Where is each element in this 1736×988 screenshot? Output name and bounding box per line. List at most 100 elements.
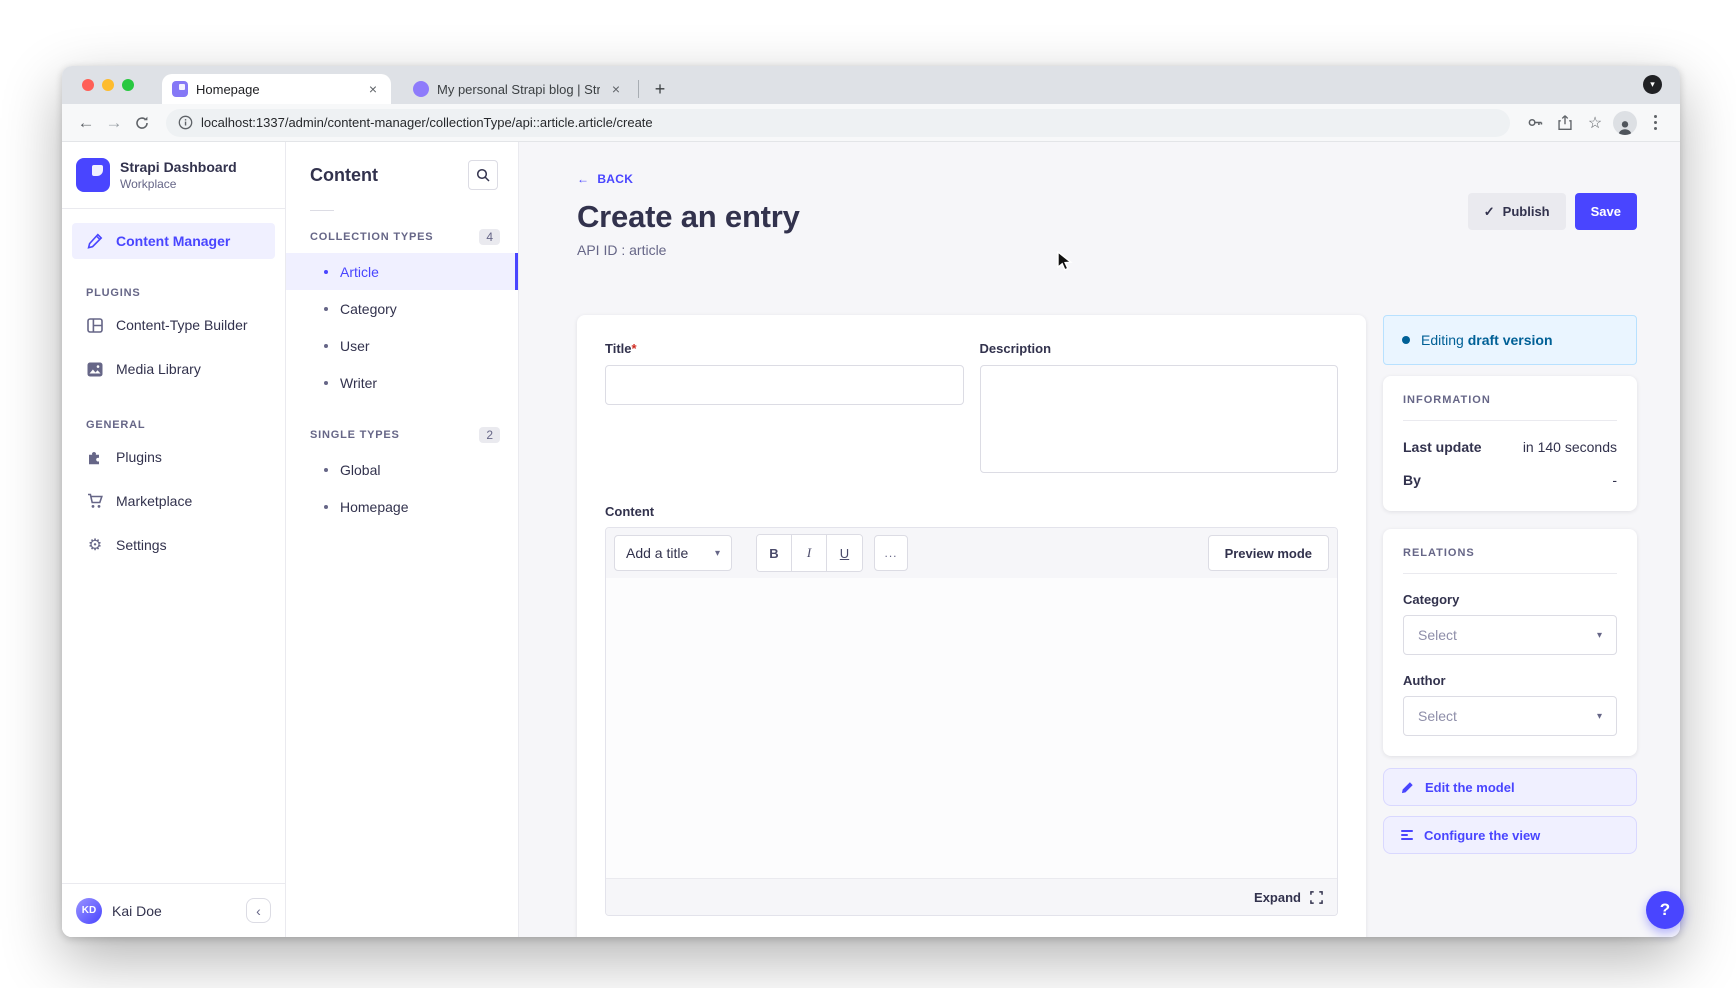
bullet-icon [324,380,328,385]
share-icon[interactable] [1550,109,1580,137]
last-update-value: in 140 seconds [1522,439,1617,455]
required-asterisk: * [631,341,637,356]
tab-close-icon[interactable]: × [611,81,621,97]
collapse-sidebar-button[interactable]: ‹ [246,898,271,923]
subnav-item-user[interactable]: User [286,327,518,364]
configure-view-button[interactable]: Configure the view [1383,816,1637,854]
tab-close-icon[interactable]: × [368,81,378,97]
subnav-item-global[interactable]: Global [286,451,518,488]
tab-strip: Homepage × My personal Strapi blog | Str… [62,66,1680,104]
pen-icon [86,233,104,249]
content-subnav: Content COLLECTION TYPES 4 Article Categ… [286,142,519,937]
sidebar-item-plugins[interactable]: Plugins [62,435,285,479]
user-avatar[interactable]: KD [76,897,102,924]
italic-button[interactable]: I [792,535,827,571]
preview-mode-button[interactable]: Preview mode [1207,535,1329,571]
layout-icon [86,317,104,333]
strapi-logo-icon [76,158,110,192]
new-tab-button[interactable]: + [654,78,666,99]
bullet-icon [324,504,328,509]
more-formatting-button[interactable]: ... [874,535,908,571]
draft-dot-icon [1402,336,1410,344]
back-button[interactable]: ← [77,112,95,132]
collection-types-label: COLLECTION TYPES [310,231,434,243]
help-button[interactable]: ? [1646,891,1684,929]
description-textarea[interactable] [979,365,1338,473]
sidebar-item-marketplace[interactable]: Marketplace [62,479,285,523]
minimize-window-button[interactable] [102,79,114,91]
title-input[interactable] [605,365,964,405]
bookmark-star-icon[interactable]: ☆ [1587,114,1603,132]
main-content: ← BACK Create an entry ✓ Publish Save AP… [519,142,1680,937]
editor-textarea[interactable] [606,578,1337,878]
toolbar-icons: ☆ [1520,109,1670,137]
pencil-icon [1401,781,1413,793]
browser-menu-icon[interactable] [1640,109,1670,137]
by-row: By - [1403,472,1617,488]
expand-icon[interactable] [1310,890,1323,904]
draft-version-banner: Editing draft version [1383,315,1637,365]
strapi-favicon-icon [172,81,188,97]
address-bar[interactable]: localhost:1337/admin/content-manager/col… [166,108,1510,137]
by-value: - [1612,472,1617,488]
entry-form-card: Title* Description Content Add a title [577,315,1366,937]
subnav-item-article[interactable]: Article [286,253,518,290]
last-update-row: Last update in 140 seconds [1403,439,1617,455]
subnav-item-label: Writer [340,374,378,391]
tab-search-button[interactable]: ▾ [1643,75,1662,94]
edit-model-button[interactable]: Edit the model [1383,768,1637,806]
underline-button[interactable]: U [827,535,862,571]
tab-strapi-blog[interactable]: My personal Strapi blog | Strap × [403,74,634,104]
site-info-icon[interactable] [178,115,193,130]
sidebar-item-settings[interactable]: ⚙ Settings [62,523,285,567]
subnav-item-label: User [340,337,370,354]
category-select[interactable]: Select ▾ [1403,615,1617,655]
reload-button[interactable] [128,109,156,137]
information-label: INFORMATION [1403,394,1491,406]
check-icon: ✓ [1483,203,1495,219]
search-icon [476,168,490,182]
single-types-label: SINGLE TYPES [310,429,400,441]
browser-toolbar: ← → localhost:1337/admin/content-manager… [62,104,1680,142]
subnav-item-category[interactable]: Category [286,290,518,327]
bold-button[interactable]: B [757,535,792,571]
subnav-item-writer[interactable]: Writer [286,364,518,401]
profile-avatar-icon[interactable] [1610,109,1640,137]
tab-title: Homepage [196,81,260,97]
forward-button[interactable]: → [105,112,123,132]
save-button[interactable]: Save [1574,193,1637,230]
main-sidebar: Strapi Dashboard Workplace Content Manag… [62,142,286,937]
title-field-label: Title* [605,341,637,356]
bullet-icon [324,343,328,348]
subnav-title: Content [310,164,378,185]
strapi-admin: Strapi Dashboard Workplace Content Manag… [62,142,1680,937]
close-window-button[interactable] [82,79,94,91]
window-controls [82,79,134,91]
expand-button[interactable]: Expand [1254,889,1301,905]
relations-label: RELATIONS [1403,547,1475,559]
chevron-down-icon: ▾ [1596,710,1602,722]
bullet-icon [324,467,328,472]
workspace-header[interactable]: Strapi Dashboard Workplace [62,142,285,209]
password-key-icon[interactable] [1520,109,1550,137]
publish-button[interactable]: ✓ Publish [1467,193,1566,230]
richtext-editor: Add a title ▾ B I U ... Preview mode [605,527,1338,916]
subnav-item-homepage[interactable]: Homepage [286,488,518,525]
tab-homepage[interactable]: Homepage × [162,74,391,104]
cart-icon [86,493,104,509]
puzzle-icon [86,449,104,465]
zoom-window-button[interactable] [122,79,134,91]
add-title-dropdown[interactable]: Add a title ▾ [614,535,732,571]
author-select[interactable]: Select ▾ [1403,696,1617,736]
sidebar-item-label: Plugins [116,449,162,465]
editor-toolbar: Add a title ▾ B I U ... Preview mode [606,528,1337,578]
search-button[interactable] [468,160,498,190]
sidebar-item-content-manager[interactable]: Content Manager [72,223,275,259]
single-types-count: 2 [479,427,500,443]
bullet-icon [324,269,328,274]
sidebar-item-content-type-builder[interactable]: Content-Type Builder [62,303,285,347]
picture-icon [86,362,104,377]
sidebar-item-media-library[interactable]: Media Library [62,347,285,391]
gear-icon: ⚙ [87,537,103,554]
back-link[interactable]: ← BACK [577,172,634,186]
